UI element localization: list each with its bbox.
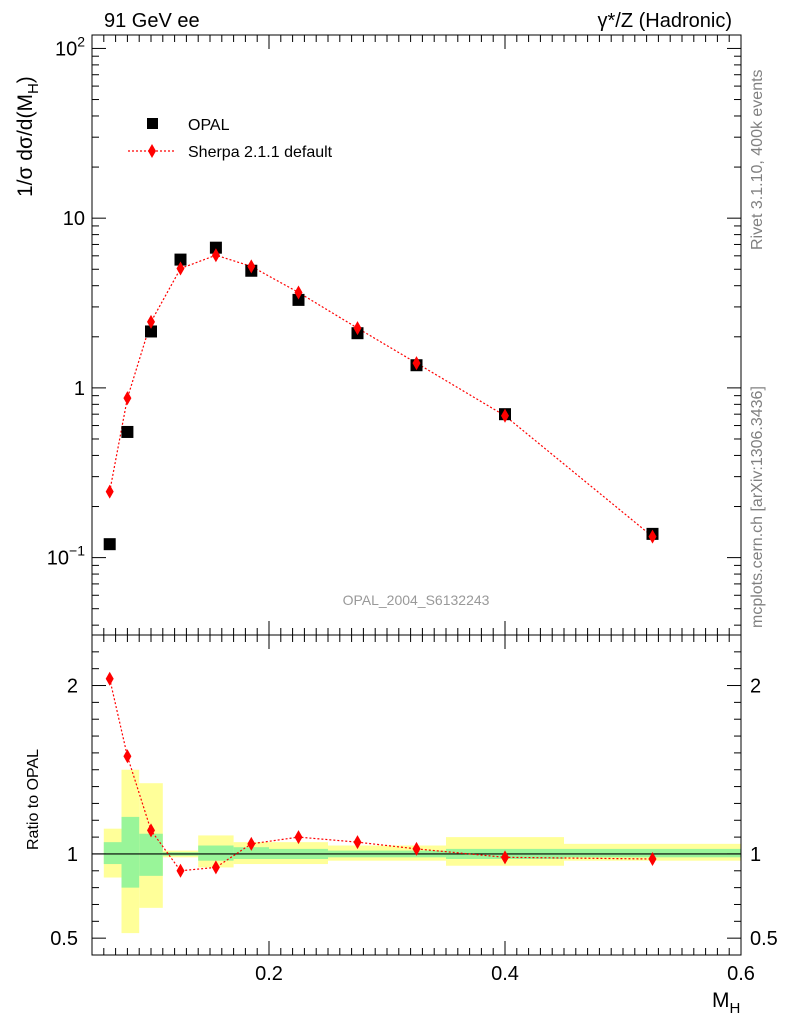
ratio-sherpa-point: [353, 835, 362, 850]
ratio-band-inner: [121, 816, 140, 888]
sherpa-data-point: [176, 261, 185, 276]
ratio-y-tick-label: 2: [67, 676, 78, 698]
sherpa-data-point: [105, 484, 114, 499]
ratio-sherpa-point: [211, 860, 220, 875]
ratio-y-tick-label-right: 2: [750, 676, 761, 698]
sherpa-data-point: [294, 285, 303, 300]
ratio-y-tick-label-right: 0.5: [750, 928, 778, 950]
ratio-panel: 0.2 0.4 0.6 2 2 1 1 0.5 0.5: [50, 635, 778, 985]
legend-opal-label: OPAL: [188, 117, 230, 134]
ratio-sherpa-point: [648, 852, 657, 866]
analysis-label: OPAL_2004_S6132243: [343, 592, 490, 608]
ratio-band-inner: [139, 833, 163, 876]
main-y-tick-label: 10: [63, 208, 85, 230]
main-y-tick-label: 1: [74, 378, 85, 400]
x-tick-label: 0.2: [255, 963, 283, 985]
ratio-sherpa-point: [176, 863, 185, 878]
legend: OPAL Sherpa 2.1.1 default: [128, 117, 333, 161]
sherpa-data-point: [412, 356, 421, 371]
ratio-sherpa-point: [294, 830, 303, 845]
x-tick-label: 0.6: [727, 963, 755, 985]
opal-data-point: [292, 293, 305, 306]
legend-opal-marker: [147, 118, 158, 129]
sherpa-data-point: [648, 529, 657, 544]
ratio-sherpa-point: [501, 850, 509, 865]
sherpa-line: [109, 254, 653, 538]
ratio-sherpa-point: [412, 841, 421, 856]
opal-data-point: [103, 538, 116, 551]
ratio-sherpa-line: [109, 678, 653, 872]
ratio-y-tick-label: 1: [67, 844, 78, 866]
ratio-sherpa-point: [123, 749, 132, 764]
main-panel: 10−1 1 10 102: [47, 33, 742, 635]
ratio-y-tick-label: 0.5: [50, 928, 78, 950]
ratio-band-inner: [233, 847, 269, 859]
header-right-label: γ*/Z (Hadronic): [598, 10, 732, 32]
legend-sherpa-label: Sherpa 2.1.1 default: [188, 144, 333, 161]
ratio-frame: [91, 634, 742, 956]
ratio-sherpa-point: [105, 671, 114, 686]
sherpa-data-point: [147, 314, 155, 329]
opal-data-point: [121, 425, 134, 438]
ratio-band-inner: [103, 842, 122, 865]
sherpa-data-point: [247, 259, 256, 274]
sherpa-data-point: [123, 391, 132, 406]
sherpa-data-point: [501, 408, 509, 423]
opal-data-point: [174, 253, 187, 266]
sherpa-data-point: [353, 321, 362, 336]
ratio-y-axis-label: Ratio to OPAL: [25, 749, 42, 850]
sherpa-data-point: [211, 248, 220, 263]
ratio-band-inner: [198, 845, 234, 861]
rivet-side-label: Rivet 3.1.10, 400k events: [749, 69, 766, 250]
ratio-y-tick-label-right: 1: [750, 844, 761, 866]
main-y-tick-label: 10−1: [47, 543, 85, 570]
header-left-label: 91 GeV ee: [104, 10, 200, 32]
ratio-sherpa-point: [147, 823, 155, 838]
main-y-tick-label: 102: [55, 33, 85, 60]
mcplots-side-label: mcplots.cern.ch [arXiv:1306.3436]: [749, 386, 766, 628]
opal-data-point: [209, 241, 222, 254]
x-axis-label: MH: [712, 989, 740, 1017]
x-tick-label: 0.4: [491, 963, 519, 985]
legend-sherpa-marker: [148, 144, 156, 158]
opal-data-point: [145, 325, 157, 338]
ratio-sherpa-point: [247, 836, 256, 851]
main-y-axis-label: 1/σ dσ/d(MH): [14, 76, 42, 197]
